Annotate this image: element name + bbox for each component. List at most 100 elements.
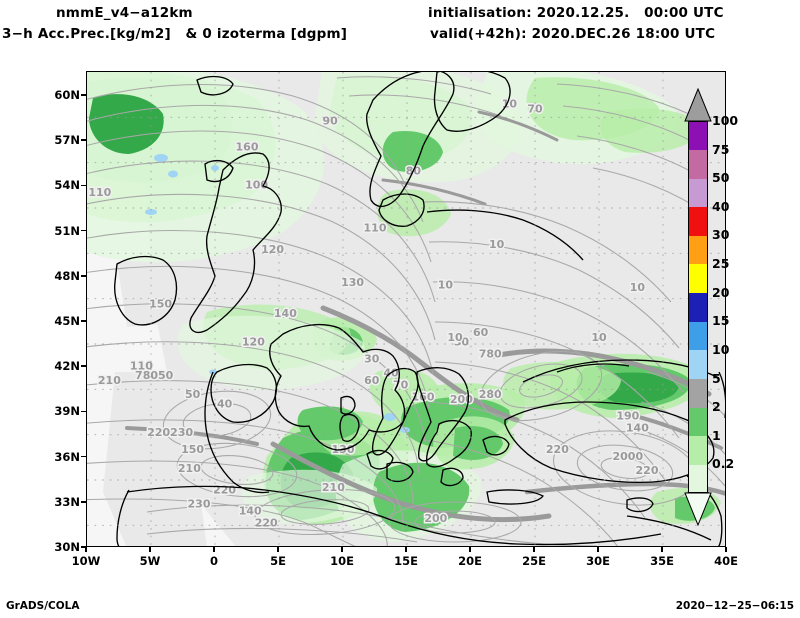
lon-tick-mark bbox=[533, 547, 535, 552]
lon-tick-mark bbox=[469, 547, 471, 552]
lat-tick-label-30N: 30N bbox=[54, 540, 80, 554]
lon-tick-label-30E: 30E bbox=[586, 554, 610, 568]
colorbar-segment-25-30[interactable] bbox=[688, 264, 708, 294]
colorbar[interactable] bbox=[688, 121, 708, 494]
colorbar-tick-20: 20 bbox=[712, 284, 730, 300]
lat-tick-label-42N: 42N bbox=[54, 359, 80, 374]
colorbar-segment-40-50[interactable] bbox=[688, 206, 708, 236]
contour-label: 100 bbox=[245, 179, 268, 192]
lon-tick-mark bbox=[597, 547, 599, 552]
colorbar-segment-30-40[interactable] bbox=[688, 235, 708, 265]
colorbar-tick-2: 2 bbox=[712, 399, 721, 415]
lon-tick-mark bbox=[661, 547, 663, 552]
colorbar-over-arrow bbox=[684, 88, 712, 122]
lat-tick-label-51N: 51N bbox=[54, 223, 80, 238]
lon-tick-label-35E: 35E bbox=[650, 554, 674, 568]
map-clip: 90 80 160 110 100 110 120 130 150 140 120 110 210 780… bbox=[87, 72, 725, 546]
coastline-layer bbox=[114, 72, 725, 546]
colorbar-segment-0.2-1[interactable] bbox=[688, 464, 708, 494]
lon-tick-mark bbox=[213, 547, 215, 552]
contour-label: 150 bbox=[149, 298, 172, 311]
colorbar-tick-0.2: 0.2 bbox=[712, 456, 735, 472]
contour-label: 220230 bbox=[147, 426, 193, 439]
lat-tick-label-48N: 48N bbox=[54, 268, 80, 283]
contour-label: 10 bbox=[438, 279, 454, 292]
lat-tick-label-45N: 45N bbox=[54, 314, 80, 329]
colorbar-segment->100[interactable] bbox=[688, 121, 708, 150]
contour-label: 10 bbox=[630, 281, 646, 294]
lat-tick-mark bbox=[81, 275, 86, 277]
lon-tick-mark bbox=[725, 547, 727, 552]
lat-tick-mark bbox=[81, 94, 86, 96]
colorbar-segment-2-5[interactable] bbox=[688, 407, 708, 437]
contour-label: 140 bbox=[274, 307, 297, 320]
contour-label: 90 bbox=[323, 114, 339, 127]
model-name-label: nmmE_v4−a12km bbox=[56, 5, 193, 21]
contour-label: 110 bbox=[364, 221, 387, 234]
lat-tick-label-54N: 54N bbox=[54, 178, 80, 193]
lat-tick-mark bbox=[81, 410, 86, 413]
contour-label: 60 bbox=[364, 374, 380, 387]
colorbar-segment-15-20[interactable] bbox=[688, 321, 708, 351]
colorbar-tick-15: 15 bbox=[712, 313, 730, 329]
lat-tick-mark bbox=[81, 184, 86, 187]
contour-label: 120 bbox=[261, 243, 284, 256]
field-description-label: 3−h Acc.Prec.[kg/m2] & 0 izoterma [dgpm] bbox=[2, 26, 348, 42]
colorbar-segment-20-25[interactable] bbox=[688, 292, 708, 322]
contour-label: 60 bbox=[473, 326, 489, 339]
colorbar-segment-1-2[interactable] bbox=[688, 435, 708, 465]
lon-tick-label-40E: 40E bbox=[714, 554, 738, 568]
contour-label: 10 bbox=[591, 331, 607, 344]
contour-label: 210 bbox=[98, 374, 121, 387]
lat-tick-mark bbox=[81, 139, 86, 142]
lon-tick-label-0: 0 bbox=[209, 554, 218, 568]
colorbar-under-arrow bbox=[684, 492, 712, 526]
contour-label: 280 bbox=[479, 388, 502, 401]
lat-tick-label-60N: 60N bbox=[54, 88, 80, 103]
lat-tick-mark bbox=[81, 320, 86, 322]
lon-tick-label-10W: 10W bbox=[71, 554, 101, 568]
contour-label: 40 bbox=[217, 398, 233, 411]
contour-label: 220 bbox=[636, 464, 659, 477]
contour-label: 70 bbox=[527, 102, 543, 115]
contour-label: 220 bbox=[546, 443, 569, 456]
map-plot-area[interactable]: 90 80 160 110 100 110 120 130 150 140 120 110 210 780… bbox=[86, 71, 726, 547]
lat-tick-label-39N: 39N bbox=[54, 404, 80, 419]
contour-label: 140 bbox=[239, 505, 262, 518]
lon-tick-label-25E: 25E bbox=[522, 554, 546, 568]
colorbar-tick-75: 75 bbox=[712, 141, 730, 157]
colorbar-segment-50-75[interactable] bbox=[688, 178, 708, 208]
colorbar-tick-30: 30 bbox=[712, 227, 730, 243]
lon-tick-mark bbox=[85, 547, 87, 552]
lat-tick-mark bbox=[81, 501, 86, 503]
lon-tick-label-15E: 15E bbox=[394, 554, 418, 568]
lon-tick-mark bbox=[149, 547, 151, 552]
colorbar-segment-5-10[interactable] bbox=[688, 378, 708, 408]
colorbar-tick-100: 100 bbox=[712, 113, 739, 128]
contour-label: 10 bbox=[489, 238, 505, 251]
contour-label: 220 bbox=[255, 517, 278, 530]
lon-tick-label-5E: 5E bbox=[270, 554, 286, 568]
contour-label: 210 bbox=[322, 481, 345, 494]
chart-header: nmmE_v4−a12km 3−h Acc.Prec.[kg/m2] & 0 i… bbox=[0, 0, 800, 52]
colorbar-tick-40: 40 bbox=[712, 198, 730, 214]
colorbar-tick-25: 25 bbox=[712, 256, 730, 272]
initialisation-time-label: initialisation: 2020.12.25. 00:00 UTC bbox=[428, 5, 724, 21]
lon-tick-mark bbox=[277, 547, 279, 552]
contour-label: 230 bbox=[188, 498, 211, 511]
contour-label: 190 bbox=[616, 409, 639, 422]
colorbar-segment-10-15[interactable] bbox=[688, 349, 708, 379]
contour-label: 110 bbox=[130, 360, 153, 373]
lon-tick-label-10E: 10E bbox=[330, 554, 354, 568]
contour-label: 78050 bbox=[135, 369, 174, 382]
valid-time-label: valid(+42h): 2020.DEC.26 18:00 UTC bbox=[430, 26, 716, 42]
lat-tick-label-33N: 33N bbox=[54, 494, 80, 509]
lat-tick-label-36N: 36N bbox=[54, 449, 80, 464]
contour-label: 200 bbox=[450, 393, 473, 406]
grads-credit-label: GrADS/COLA bbox=[6, 600, 80, 612]
colorbar-tick-50: 50 bbox=[712, 170, 730, 186]
lon-tick-label-20E: 20E bbox=[458, 554, 482, 568]
colorbar-segment-75-100[interactable] bbox=[688, 149, 708, 179]
lat-tick-mark bbox=[81, 546, 86, 548]
